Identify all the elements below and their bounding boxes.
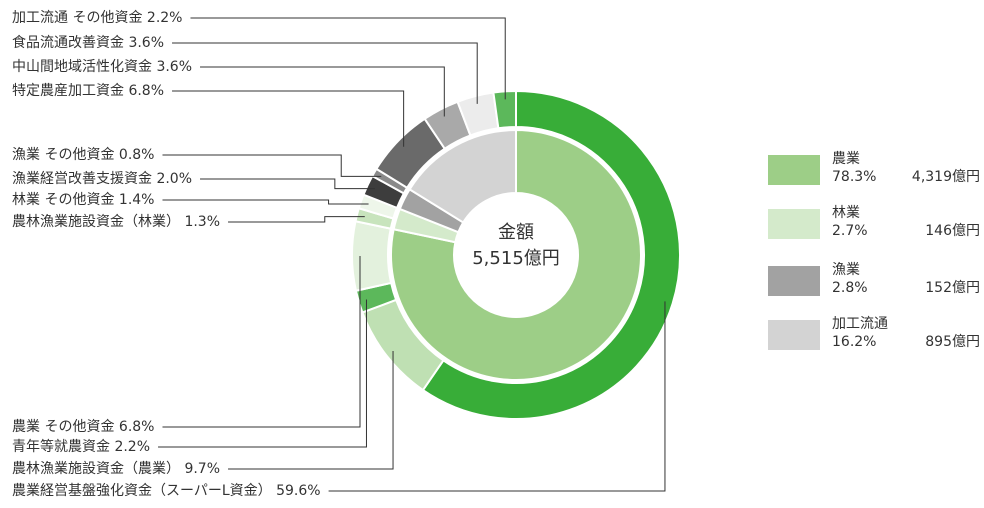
leader-line bbox=[328, 301, 666, 492]
segment-label: 食品流通改善資金 3.6% bbox=[12, 34, 164, 51]
legend-amount: 146億円 bbox=[925, 223, 980, 239]
legend-percent: 16.2% bbox=[832, 334, 876, 350]
segment-name: 漁業 その他資金 bbox=[12, 147, 119, 163]
segment-name: 農業 その他資金 bbox=[12, 419, 119, 435]
leader-line bbox=[172, 42, 478, 104]
segment-name: 中山間地域活性化資金 bbox=[12, 59, 156, 75]
legend-amount: 895億円 bbox=[925, 334, 980, 350]
legend-name: 漁業 bbox=[832, 262, 860, 278]
segment-label: 漁業経営改善支援資金 2.0% bbox=[12, 171, 192, 187]
segment-label: 特定農産加工資金 6.8% bbox=[12, 83, 164, 99]
leader-line bbox=[162, 199, 369, 205]
segment-label: 農林漁業施設資金（農業） 9.7% bbox=[12, 461, 220, 477]
segment-label: 林業 その他資金 1.4% bbox=[12, 192, 154, 208]
legend-percent: 2.8% bbox=[832, 280, 868, 296]
legend-name: 林業 bbox=[832, 205, 860, 221]
donut-segment bbox=[421, 89, 681, 420]
leader-line bbox=[200, 178, 375, 190]
legend-amount: 152億円 bbox=[925, 280, 980, 296]
center-title: 金額 bbox=[498, 222, 534, 243]
segment-label: 青年等就農資金 2.2% bbox=[12, 438, 150, 455]
legend-amount: 4,319億円 bbox=[912, 169, 980, 185]
leader-line bbox=[158, 299, 367, 448]
leader-line bbox=[200, 66, 445, 117]
segment-value: 0.8% bbox=[119, 147, 155, 163]
legend-percent: 78.3% bbox=[832, 169, 876, 185]
segment-name: 特定農産加工資金 bbox=[12, 83, 128, 99]
leader-line bbox=[172, 90, 405, 147]
segment-name: 林業 その他資金 bbox=[12, 192, 119, 208]
leader-line bbox=[162, 255, 361, 428]
legend-percent: 2.7% bbox=[832, 223, 868, 239]
segment-value: 1.4% bbox=[119, 192, 155, 208]
segment-value: 3.6% bbox=[128, 35, 164, 51]
segment-name: 漁業経営改善支援資金 bbox=[12, 171, 156, 187]
segment-value: 6.8% bbox=[119, 419, 155, 435]
segment-label: 農林漁業施設資金（林業） 1.3% bbox=[12, 214, 220, 230]
donut-segment bbox=[408, 128, 517, 224]
segment-name: 加工流通 その他資金 bbox=[12, 10, 147, 26]
legend-swatch bbox=[768, 209, 820, 239]
segment-label: 農業経営基盤強化資金（スーパーL資金） 59.6% bbox=[12, 482, 321, 499]
donut-segment bbox=[492, 89, 517, 130]
segment-label: 農業 その他資金 6.8% bbox=[12, 419, 154, 435]
segment-value: 1.3% bbox=[184, 214, 220, 230]
leader-line bbox=[162, 154, 382, 177]
legend-swatch bbox=[768, 320, 820, 350]
donut-segment bbox=[390, 128, 642, 381]
segment-value: 6.8% bbox=[128, 83, 164, 99]
leader-line bbox=[228, 351, 394, 470]
legend-swatch bbox=[768, 155, 820, 185]
segment-value: 3.6% bbox=[156, 59, 192, 75]
segment-name: 農林漁業施設資金（農業） bbox=[12, 461, 184, 477]
leader-line bbox=[228, 216, 365, 223]
legend-swatch bbox=[768, 266, 820, 296]
segment-name: 青年等就農資金 bbox=[12, 438, 114, 455]
legend-name: 農業 bbox=[832, 151, 860, 167]
segment-name: 農林漁業施設資金（林業） bbox=[12, 214, 184, 230]
segment-value: 2.2% bbox=[114, 439, 150, 455]
donut-segment bbox=[351, 220, 393, 292]
segment-label: 中山間地域活性化資金 3.6% bbox=[12, 59, 192, 75]
segment-value: 2.2% bbox=[147, 10, 183, 26]
segment-value: 9.7% bbox=[184, 461, 220, 477]
segment-label: 漁業 その他資金 0.8% bbox=[12, 147, 154, 163]
leader-line bbox=[190, 17, 506, 100]
legend-name: 加工流通 bbox=[832, 316, 888, 332]
segment-value: 2.0% bbox=[156, 171, 192, 187]
center-total: 5,515億円 bbox=[472, 248, 560, 269]
segment-label: 加工流通 その他資金 2.2% bbox=[12, 10, 182, 26]
segment-name: 食品流通改善資金 bbox=[12, 34, 128, 51]
segment-value: 59.6% bbox=[276, 483, 320, 499]
segment-name: 農業経営基盤強化資金（スーパーL資金） bbox=[12, 482, 276, 499]
